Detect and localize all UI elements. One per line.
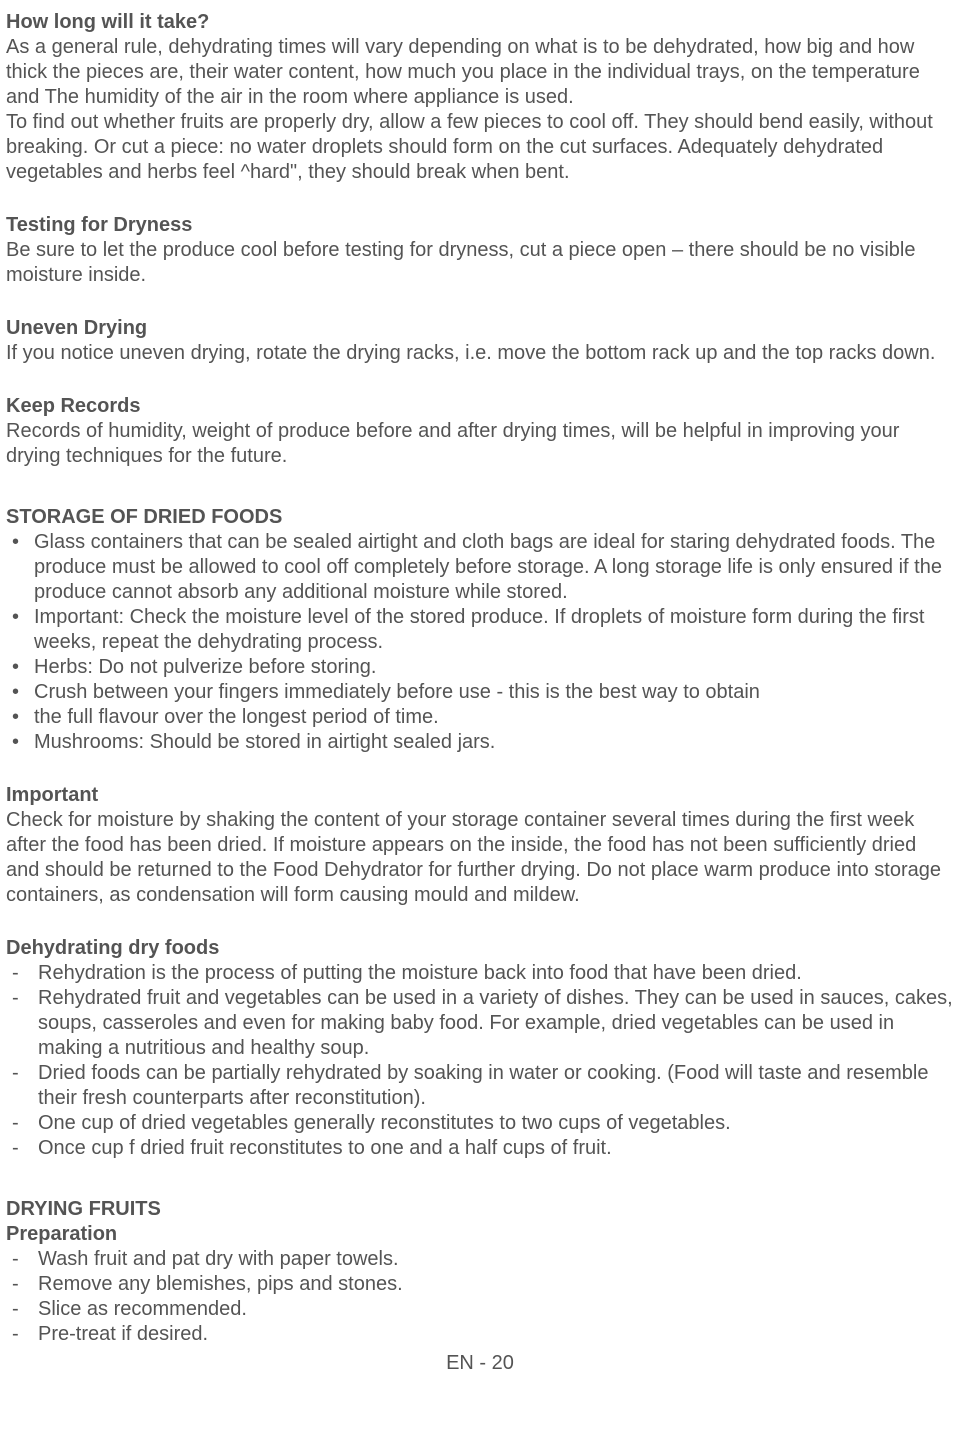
preparation-item: Slice as recommended. <box>6 1297 954 1322</box>
preparation-item: Wash fruit and pat dry with paper towels… <box>6 1247 954 1272</box>
section-keep-records: Keep Records Records of humidity, weight… <box>6 394 954 469</box>
dehydrating-list: Rehydration is the process of putting th… <box>6 961 954 1161</box>
dehydrating-item: One cup of dried vegetables generally re… <box>6 1111 954 1136</box>
heading-drying-fruits: DRYING FRUITS <box>6 1197 954 1222</box>
storage-item: Important: Check the moisture level of t… <box>6 605 954 655</box>
dehydrating-item: Rehydrated fruit and vegetables can be u… <box>6 986 954 1061</box>
dehydrating-item: Once cup f dried fruit reconstitutes to … <box>6 1136 954 1161</box>
heading-keep-records: Keep Records <box>6 394 954 419</box>
section-how-long: How long will it take? As a general rule… <box>6 10 954 185</box>
para-how-long: As a general rule, dehydrating times wil… <box>6 35 954 185</box>
storage-item: Mushrooms: Should be stored in airtight … <box>6 730 954 755</box>
heading-dehydrating-dry-foods: Dehydrating dry foods <box>6 936 954 961</box>
heading-how-long: How long will it take? <box>6 10 954 35</box>
section-uneven-drying: Uneven Drying If you notice uneven dryin… <box>6 316 954 366</box>
page-footer: EN - 20 <box>6 1351 954 1376</box>
para-keep-records: Records of humidity, weight of produce b… <box>6 419 954 469</box>
storage-list: Glass containers that can be sealed airt… <box>6 530 954 755</box>
section-storage: STORAGE OF DRIED FOODS Glass containers … <box>6 505 954 755</box>
heading-uneven-drying: Uneven Drying <box>6 316 954 341</box>
heading-storage: STORAGE OF DRIED FOODS <box>6 505 954 530</box>
storage-item: Glass containers that can be sealed airt… <box>6 530 954 605</box>
dehydrating-item: Dried foods can be partially rehydrated … <box>6 1061 954 1111</box>
section-important: Important Check for moisture by shaking … <box>6 783 954 908</box>
storage-item: the full flavour over the longest period… <box>6 705 954 730</box>
para-important: Check for moisture by shaking the conten… <box>6 808 954 908</box>
preparation-list: Wash fruit and pat dry with paper towels… <box>6 1247 954 1347</box>
section-testing-dryness: Testing for Dryness Be sure to let the p… <box>6 213 954 288</box>
preparation-item: Pre-treat if desired. <box>6 1322 954 1347</box>
para-uneven-drying: If you notice uneven drying, rotate the … <box>6 341 954 366</box>
preparation-item: Remove any blemishes, pips and stones. <box>6 1272 954 1297</box>
storage-item: Herbs: Do not pulverize before storing. <box>6 655 954 680</box>
heading-preparation: Preparation <box>6 1222 954 1247</box>
section-dehydrating-dry-foods: Dehydrating dry foods Rehydration is the… <box>6 936 954 1161</box>
heading-testing-dryness: Testing for Dryness <box>6 213 954 238</box>
dehydrating-item: Rehydration is the process of putting th… <box>6 961 954 986</box>
para-testing-dryness: Be sure to let the produce cool before t… <box>6 238 954 288</box>
heading-important: Important <box>6 783 954 808</box>
storage-item: Crush between your fingers immediately b… <box>6 680 954 705</box>
section-drying-fruits: DRYING FRUITS Preparation Wash fruit and… <box>6 1197 954 1347</box>
